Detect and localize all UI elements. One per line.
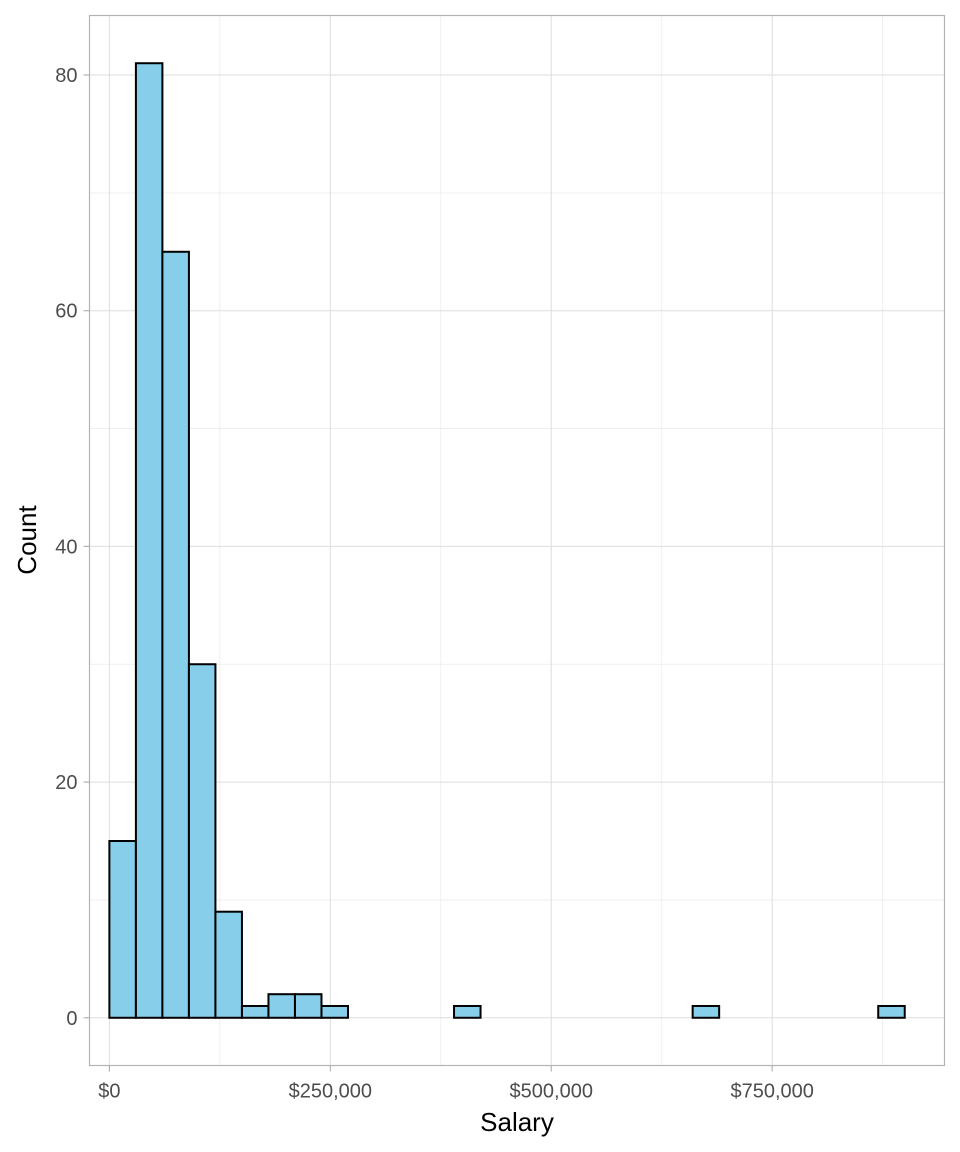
histogram-bar-4 — [214, 910, 243, 1019]
major-gridlines — [89, 15, 945, 1066]
y-tick-label: 20 — [55, 772, 77, 794]
histogram-bar-0 — [108, 840, 137, 1019]
y-tick-label: 60 — [55, 301, 77, 323]
x-axis-ticks: $0 $250,000 $500,000 $750,000 — [98, 1065, 814, 1103]
x-tick-label: $750,000 — [730, 1081, 813, 1103]
histogram-bar-2 — [161, 250, 190, 1019]
y-tick-label: 80 — [55, 65, 77, 87]
y-axis-ticks: 0 20 40 60 80 — [55, 65, 90, 1030]
histogram-bar-7 — [293, 993, 323, 1019]
y-tick-label: 0 — [66, 1008, 77, 1030]
histogram-bar-5 — [240, 1004, 270, 1019]
minor-gridlines — [89, 15, 945, 1066]
x-axis-title: Salary — [480, 1107, 554, 1137]
y-tick-label: 40 — [55, 536, 77, 558]
histogram-bar-29 — [877, 1004, 906, 1019]
histogram-bar-8 — [320, 1004, 349, 1019]
y-axis-title: Count — [12, 505, 42, 575]
histogram-bar-22 — [691, 1004, 721, 1019]
panel-border — [88, 14, 946, 1067]
x-tick-label: $0 — [98, 1081, 120, 1103]
histogram-bar-3 — [187, 663, 217, 1019]
histogram-bar-13 — [453, 1004, 482, 1019]
x-tick-label: $250,000 — [289, 1081, 372, 1103]
histogram-bar-6 — [267, 993, 296, 1019]
x-tick-label: $500,000 — [510, 1081, 593, 1103]
histogram-bar-1 — [134, 62, 164, 1019]
histogram-bars — [108, 62, 906, 1019]
